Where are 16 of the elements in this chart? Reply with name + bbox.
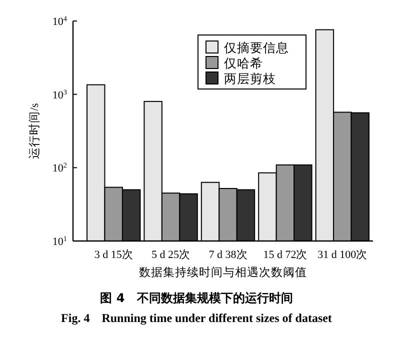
x-tick-label: 5 d 25次 — [152, 249, 190, 261]
y-tick-label: 10$^{2}$ — [52, 162, 68, 175]
text: 图 4 不同数据集规模下的运行时间 — [100, 291, 293, 305]
legend-label: 仅哈希 — [224, 56, 263, 70]
legend-label: 仅摘要信息 — [224, 40, 289, 55]
text: Fig. 4 Running time under different sizes of dataset — [61, 311, 332, 325]
x-tick-label: 15 d 72次 — [263, 249, 308, 261]
x-tick-label: 3 d 15次 — [94, 249, 133, 261]
legend-label: 两层剪枝 — [224, 71, 276, 86]
x-tick-label: 31 d 100次 — [318, 249, 368, 261]
x-tick-label: 7 d 38次 — [208, 249, 248, 261]
y-tick-label: 10$^{1}$ — [52, 235, 68, 248]
x-axis-title: 数据集持续时间与相遇次数阈值 — [139, 266, 307, 279]
y-tick-label: 10$^{3}$ — [52, 88, 68, 102]
y-axis-title: 运行时间/s — [28, 102, 41, 159]
y-tick-label: 10$^{4}$ — [52, 15, 68, 28]
